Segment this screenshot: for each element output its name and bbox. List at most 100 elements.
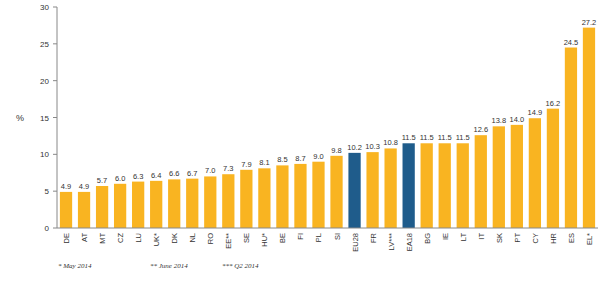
data-label: 6.4 <box>151 171 161 180</box>
x-tick-label: LT <box>459 233 468 242</box>
x-tick-label: SI <box>333 233 342 240</box>
y-tick <box>53 154 57 155</box>
data-label: 8.1 <box>259 158 269 167</box>
y-tick <box>53 43 57 44</box>
data-label: 7.3 <box>223 164 233 173</box>
x-tick-label: PT <box>513 233 522 243</box>
data-label: 14.0 <box>510 115 525 124</box>
bar <box>475 135 487 228</box>
bar <box>439 143 451 228</box>
data-label: 24.5 <box>564 38 579 47</box>
y-tick <box>53 7 57 8</box>
x-tick-label: BE <box>278 233 287 243</box>
x-tick-label: DK <box>170 233 179 243</box>
footnote: * May 2014 <box>58 262 92 270</box>
bar <box>168 179 180 228</box>
data-label: 6.6 <box>169 169 179 178</box>
x-tick-label: HR <box>549 232 558 243</box>
data-label: 14.9 <box>528 108 543 117</box>
x-axis <box>57 228 598 229</box>
y-axis-label: % <box>16 113 24 123</box>
x-tick-label: UK* <box>152 233 161 246</box>
y-axis <box>57 7 58 228</box>
x-tick-label: SE <box>242 233 251 243</box>
x-tick-label: LV*** <box>387 233 396 250</box>
bar <box>222 174 234 228</box>
bar <box>330 156 342 228</box>
bar <box>150 181 162 228</box>
footnote: ** June 2014 <box>150 262 188 270</box>
x-tick-label: EA18 <box>405 233 414 251</box>
x-tick-label: EU28 <box>351 233 360 252</box>
bar <box>529 118 541 228</box>
data-label: 16.2 <box>546 99 561 108</box>
bar <box>493 126 505 228</box>
data-label: 9.8 <box>331 146 341 155</box>
bar <box>114 184 126 228</box>
bar <box>348 153 360 228</box>
data-label: 6.7 <box>187 169 197 178</box>
x-tick-label: SK <box>495 233 504 243</box>
data-label: 11.5 <box>438 133 452 142</box>
bar <box>565 48 577 228</box>
x-tick-label: PL <box>314 233 323 242</box>
data-label: 12.6 <box>473 125 488 134</box>
data-label: 4.9 <box>61 182 71 191</box>
bars <box>60 28 595 228</box>
x-tick-label: IT <box>477 233 486 240</box>
bar <box>78 192 90 228</box>
x-tick-label: EL* <box>585 233 594 245</box>
bar <box>204 176 216 228</box>
bar <box>403 143 415 228</box>
x-tick-label: CZ <box>116 233 125 243</box>
bar <box>186 179 198 228</box>
x-tick-label: RO <box>206 233 215 244</box>
y-tick-label: 15 <box>40 114 49 123</box>
bar <box>384 148 396 228</box>
bar <box>132 182 144 228</box>
data-label: 10.3 <box>365 142 380 151</box>
x-tick-label: AT <box>80 233 89 242</box>
bar <box>294 164 306 228</box>
bar <box>366 152 378 228</box>
data-label: 7.9 <box>241 160 251 169</box>
bar <box>583 28 595 228</box>
bar <box>60 192 72 228</box>
y-tick-label: 10 <box>40 150 49 159</box>
y-tick-label: 5 <box>45 187 50 196</box>
bar <box>457 143 469 228</box>
data-label: 5.7 <box>97 176 107 185</box>
footnote: *** Q2 2014 <box>222 262 259 270</box>
data-label: 6.0 <box>115 174 125 183</box>
data-label: 9.0 <box>313 152 323 161</box>
bar <box>511 125 523 228</box>
y-tick-label: 20 <box>40 77 49 86</box>
x-tick-label: IE <box>441 233 450 240</box>
bar <box>421 143 433 228</box>
y-tick-label: 0 <box>45 224 50 233</box>
data-label: 10.2 <box>347 143 362 152</box>
data-label: 7.0 <box>205 166 215 175</box>
x-tick-label: HU* <box>260 233 269 247</box>
y-tick <box>53 80 57 81</box>
y-tick <box>53 228 57 229</box>
x-tick-label: LU <box>134 233 143 243</box>
x-tick-label: ES <box>567 233 576 243</box>
data-label: 13.8 <box>492 116 507 125</box>
x-tick-label: FI <box>296 233 305 240</box>
x-tick-label: BG <box>423 233 432 244</box>
x-tick-label: MT <box>98 233 107 244</box>
chart: 051015202530%4.94.95.76.06.36.46.66.77.0… <box>0 0 600 297</box>
data-label: 10.8 <box>383 138 398 147</box>
data-label: 8.5 <box>277 155 287 164</box>
y-tick-label: 30 <box>40 3 49 12</box>
bar <box>312 162 324 228</box>
data-label: 11.5 <box>420 133 434 142</box>
y-tick <box>53 191 57 192</box>
data-label: 27.2 <box>582 18 597 27</box>
x-tick-label: CY <box>531 233 540 243</box>
bar <box>240 170 252 228</box>
bar <box>258 168 270 228</box>
x-tick-label: DE <box>62 233 71 243</box>
data-label: 11.5 <box>456 133 470 142</box>
